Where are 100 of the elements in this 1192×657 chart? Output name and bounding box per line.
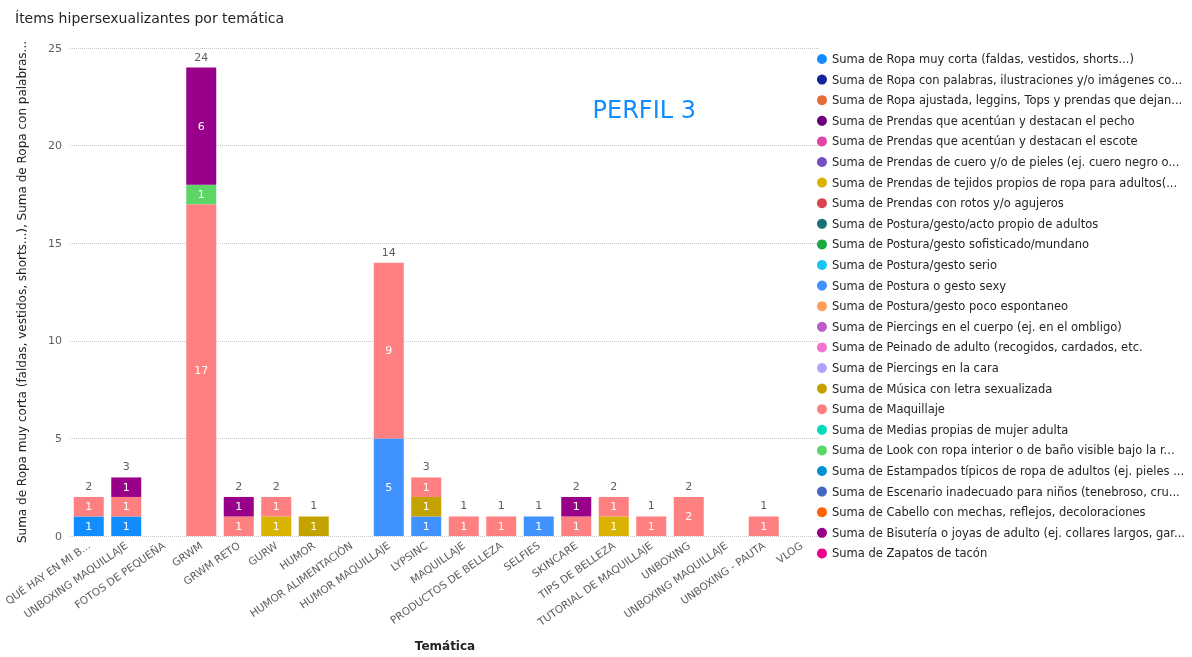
total-label: 14 <box>381 245 396 259</box>
bar <box>561 496 592 517</box>
bar <box>186 67 217 185</box>
bar <box>411 477 442 497</box>
legend-label: Suma de Bisutería o joyas de adulto (ej. collares largos, gar... <box>831 525 1186 540</box>
y-tick-label: 15 <box>48 236 62 250</box>
bar <box>748 516 779 536</box>
total-label: 3 <box>422 460 430 474</box>
legend-label: Suma de Ropa con palabras, ilustraciones y/o imágenes co... <box>831 72 1183 87</box>
legend-label: Suma de Escenario inadecuado para niños (tenebroso, cru... <box>831 484 1180 499</box>
chart-title: Ítems hipersexualizantes por temática <box>15 10 285 26</box>
data-label: 1 <box>572 519 580 533</box>
total-label: 1 <box>647 499 655 513</box>
data-label: 17 <box>194 363 209 377</box>
bar <box>673 496 704 536</box>
bar <box>598 496 629 517</box>
legend-label: Suma de Piercings en el cuerpo (ej. en el ombligo) <box>831 319 1122 334</box>
data-label: 5 <box>385 480 393 494</box>
legend-label: Suma de Postura o gesto sexy <box>831 278 1007 293</box>
annotation: PERFIL 3 <box>592 96 696 124</box>
data-label: 1 <box>85 519 93 533</box>
legend-label: Suma de Maquillaje <box>831 402 945 417</box>
bar <box>636 516 667 536</box>
legend-label: Suma de Postura/gesto serio <box>831 258 998 272</box>
y-axis-title: Suma de Ropa muy corta (faldas, vestidos, shorts...), Suma de Ropa con palabras... <box>15 40 29 544</box>
data-label: 1 <box>497 519 505 533</box>
data-label: 1 <box>310 519 318 533</box>
legend-label: Suma de Prendas que acentúan y destacan el pecho <box>831 113 1135 128</box>
total-label: 1 <box>310 499 318 513</box>
legend-label: Suma de Prendas de tejidos propios de ropa para adultos(... <box>831 175 1178 190</box>
data-label: 1 <box>760 519 768 533</box>
total-label: 1 <box>460 499 468 513</box>
total-label: 2 <box>272 479 280 493</box>
data-label: 2 <box>685 509 693 523</box>
total-label: 24 <box>194 50 209 64</box>
legend-label: Suma de Prendas que acentúan y destacan el escote <box>831 134 1138 149</box>
bar <box>111 496 142 517</box>
bar <box>73 496 104 517</box>
x-axis-title: Temática <box>414 639 476 653</box>
legend-label: Suma de Música con letra sexualizada <box>831 381 1053 396</box>
data-label: 1 <box>422 500 430 514</box>
total-label: 1 <box>535 499 543 513</box>
data-label: 9 <box>385 344 393 358</box>
legend-label: Suma de Look con ropa interior o de baño visible bajo la r... <box>831 443 1175 458</box>
legend-label: Suma de Postura/gesto sofisticado/mundano <box>831 237 1090 252</box>
data-label: 1 <box>422 480 430 494</box>
bar <box>598 516 629 536</box>
legend-label: Suma de Medias propias de mujer adulta <box>831 422 1069 437</box>
data-label: 1 <box>610 500 618 514</box>
data-label: 1 <box>272 500 280 514</box>
data-label: 1 <box>122 500 130 514</box>
bar <box>298 516 329 536</box>
data-label: 1 <box>197 187 205 201</box>
data-label: 1 <box>647 519 655 533</box>
bar <box>186 204 217 536</box>
legend-label: Suma de Postura/gesto poco espontaneo <box>831 299 1069 314</box>
bar <box>111 516 142 536</box>
bar <box>486 516 517 536</box>
y-tick-label: 20 <box>48 139 62 153</box>
bar <box>186 184 217 205</box>
data-label: 1 <box>422 519 430 533</box>
bar <box>411 496 442 517</box>
bar <box>373 262 404 439</box>
data-label: 1 <box>235 519 243 533</box>
bar <box>373 438 404 536</box>
legend-label: Suma de Zapatos de tacón <box>831 546 988 561</box>
data-label: 1 <box>535 519 543 533</box>
bar <box>111 477 142 497</box>
legend-label: Suma de Estampados típicos de ropa de adultos (ej. pieles ... <box>831 464 1185 478</box>
total-label: 2 <box>572 479 580 493</box>
y-tick-label: 25 <box>48 41 62 55</box>
total-label: 2 <box>235 479 243 493</box>
total-label: 2 <box>85 479 93 493</box>
data-label: 1 <box>572 500 580 514</box>
data-label: 1 <box>122 519 130 533</box>
y-tick-label: 5 <box>55 431 62 445</box>
total-label: 1 <box>497 499 505 513</box>
data-label: 1 <box>272 519 280 533</box>
legend-label: Suma de Prendas con rotos y/o agujeros <box>831 196 1064 211</box>
data-label: 6 <box>197 119 205 133</box>
bar <box>261 496 292 517</box>
data-label: 1 <box>122 480 130 494</box>
bar <box>523 516 554 536</box>
total-label: 2 <box>610 479 618 493</box>
legend-label: Suma de Cabello con mechas, reflejos, decoloraciones <box>831 505 1146 520</box>
data-label: 1 <box>610 519 618 533</box>
legend-label: Suma de Peinado de adulto (recogidos, cardados, etc. <box>831 340 1143 355</box>
data-label: 1 <box>235 500 243 514</box>
bar <box>261 516 292 536</box>
bar <box>223 496 254 517</box>
data-label: 1 <box>460 519 468 533</box>
legend-label: Suma de Postura/gesto/acto propio de adultos <box>831 216 1099 231</box>
bar <box>411 516 442 536</box>
legend-label: Suma de Piercings en la cara <box>831 361 999 375</box>
legend-label: Suma de Ropa ajustada, leggins, Tops y prendas que dejan... <box>831 93 1183 108</box>
y-tick-label: 0 <box>55 529 62 543</box>
bar <box>561 516 592 536</box>
bar <box>448 516 479 536</box>
bar <box>73 516 104 536</box>
total-label: 1 <box>760 499 768 513</box>
